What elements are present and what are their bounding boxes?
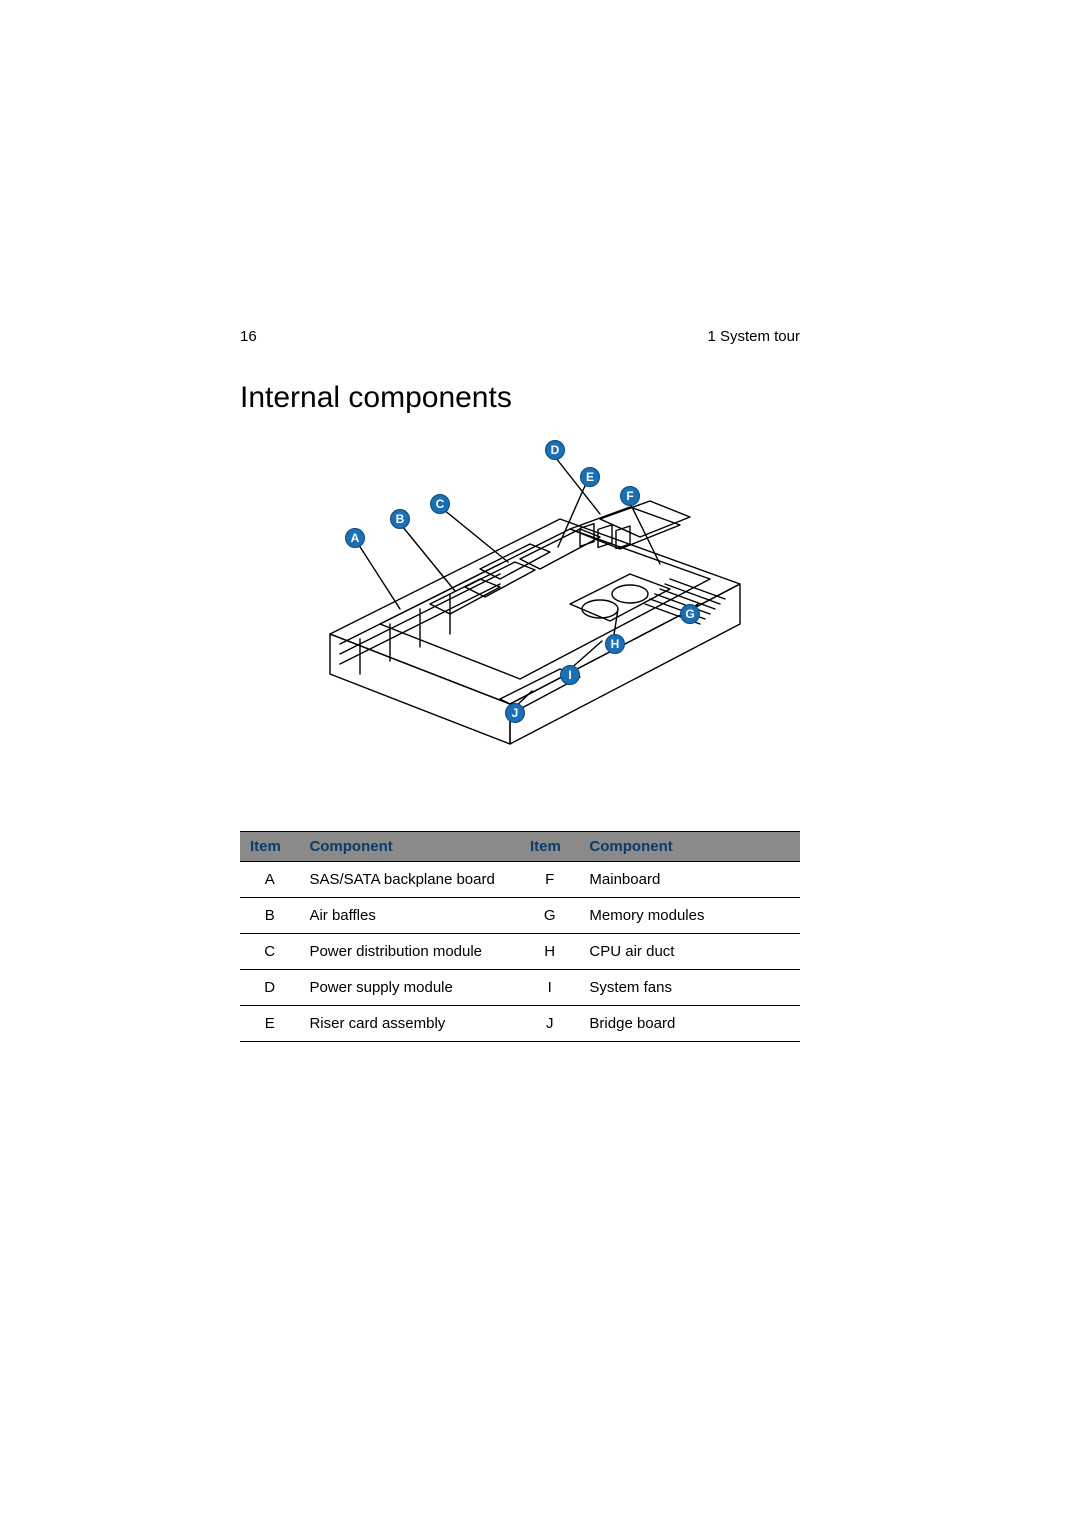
cell: J <box>520 1006 579 1042</box>
cell: Power distribution module <box>299 934 520 970</box>
cell: Air baffles <box>299 898 520 934</box>
cell: Memory modules <box>579 898 800 934</box>
cell: E <box>240 1006 299 1042</box>
col-header: Item <box>240 832 299 862</box>
callout-A: A <box>345 528 365 548</box>
col-header: Component <box>299 832 520 862</box>
table-row: A SAS/SATA backplane board F Mainboard <box>240 862 800 898</box>
col-header: Item <box>520 832 579 862</box>
cell: F <box>520 862 579 898</box>
callout-G: G <box>680 604 700 624</box>
cell: G <box>520 898 579 934</box>
callout-B: B <box>390 509 410 529</box>
table-header-row: Item Component Item Component <box>240 832 800 862</box>
cell: Bridge board <box>579 1006 800 1042</box>
callout-C: C <box>430 494 450 514</box>
cell: SAS/SATA backplane board <box>299 862 520 898</box>
callout-E: E <box>580 467 600 487</box>
col-header: Component <box>579 832 800 862</box>
page-header: 16 1 System tour <box>240 328 800 345</box>
cell: A <box>240 862 299 898</box>
section-title: Internal components <box>240 381 800 415</box>
cell: H <box>520 934 579 970</box>
cell: Power supply module <box>299 970 520 1006</box>
cell: Riser card assembly <box>299 1006 520 1042</box>
cell: CPU air duct <box>579 934 800 970</box>
cell: Mainboard <box>579 862 800 898</box>
cell: D <box>240 970 299 1006</box>
internal-components-diagram: A B C D E F G H I J <box>270 429 770 809</box>
cell: I <box>520 970 579 1006</box>
table-row: E Riser card assembly J Bridge board <box>240 1006 800 1042</box>
cell: B <box>240 898 299 934</box>
cell: System fans <box>579 970 800 1006</box>
table-row: C Power distribution module H CPU air du… <box>240 934 800 970</box>
component-table: Item Component Item Component A SAS/SATA… <box>240 831 800 1042</box>
chapter-title: 1 System tour <box>707 328 800 345</box>
cell: C <box>240 934 299 970</box>
callout-J: J <box>505 703 525 723</box>
callout-I: I <box>560 665 580 685</box>
table-row: D Power supply module I System fans <box>240 970 800 1006</box>
table-row: B Air baffles G Memory modules <box>240 898 800 934</box>
callout-F: F <box>620 486 640 506</box>
page-number: 16 <box>240 328 257 345</box>
